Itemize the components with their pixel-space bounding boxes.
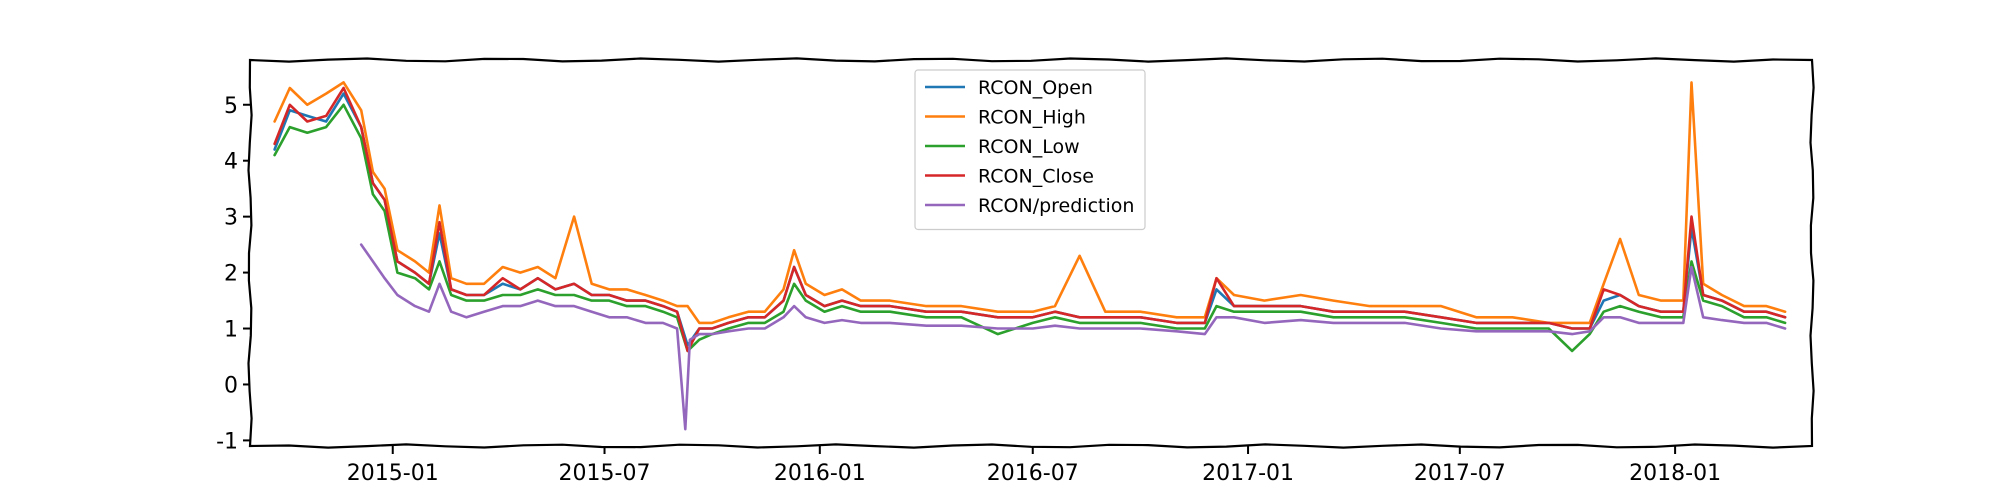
legend-items: RCON_Open RCON_High RCON_Low RCON_Close RCON…	[925, 77, 1134, 217]
axis-layer: -1 0 1 2 3 4 5 2015-01 2015-07 2016-01 2016-07 2017…	[216, 94, 1721, 486]
series-line-rcon-close	[273, 86, 1787, 353]
y-tick-label: -1	[216, 429, 238, 454]
x-tick-label: 2017-07	[1414, 461, 1506, 486]
y-tick-label: 2	[224, 262, 238, 287]
series-layer	[273, 81, 1787, 431]
series-line-rcon-low	[273, 103, 1787, 353]
y-tick-label: 1	[224, 318, 238, 343]
legend: RCON_Open RCON_High RCON_Low RCON_Close RCON…	[914, 69, 1146, 231]
x-tick-label: 2015-01	[347, 461, 439, 486]
legend-label: RCON_Open	[978, 77, 1093, 99]
series-line-rcon-prediction	[359, 243, 1787, 431]
x-tick-label: 2015-07	[559, 461, 651, 486]
x-tick-label: 2017-01	[1202, 461, 1294, 486]
y-tick-label: 3	[224, 206, 238, 231]
y-tick-label: 4	[224, 150, 238, 175]
legend-label: RCON/prediction	[978, 195, 1134, 217]
legend-label: RCON_Low	[978, 136, 1080, 158]
legend-label: RCON_Close	[978, 166, 1094, 188]
x-tick-label: 2016-07	[987, 461, 1079, 486]
x-tick-label: 2016-01	[774, 461, 866, 486]
legend-label: RCON_High	[978, 107, 1086, 129]
series-line-rcon-high	[273, 81, 1787, 325]
legend-box	[914, 69, 1146, 231]
x-tick-label: 2018-01	[1629, 461, 1721, 486]
plot-frame	[247, 57, 1815, 449]
y-tick-label: 5	[224, 94, 238, 119]
y-tick-label: 0	[224, 373, 238, 398]
